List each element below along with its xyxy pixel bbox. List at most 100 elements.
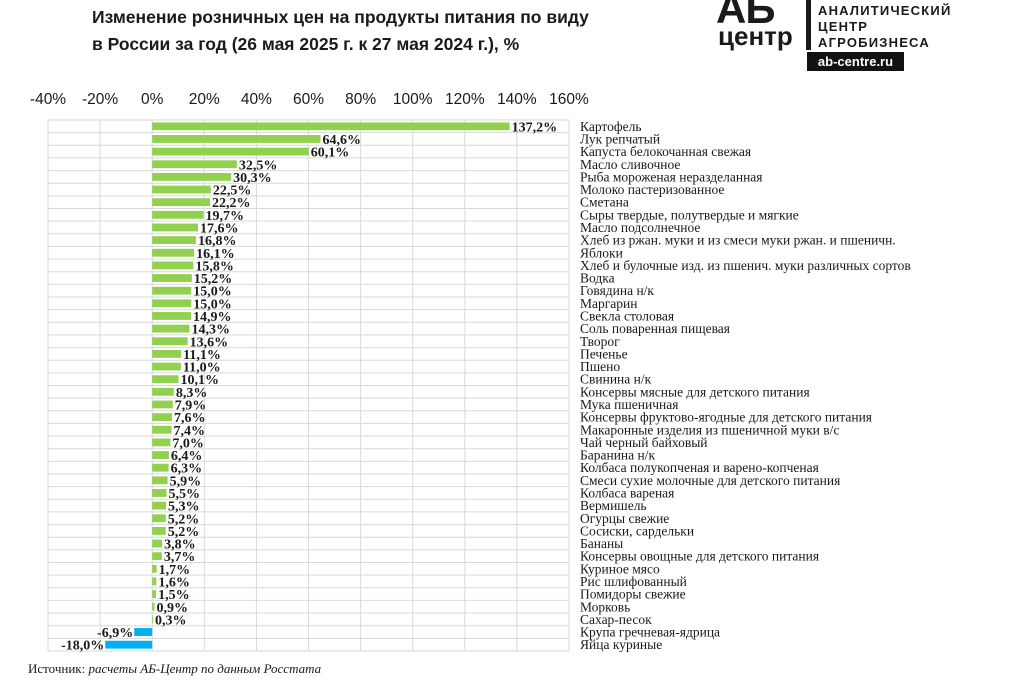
bar	[152, 147, 309, 156]
category-label: Яйца куриные	[580, 637, 662, 652]
bar	[152, 425, 172, 434]
bar	[152, 526, 166, 535]
category-label: Свекла столовая	[580, 308, 674, 323]
bar	[152, 223, 199, 232]
category-label: Пшено	[580, 359, 620, 374]
data-label: 22,5%	[213, 184, 252, 199]
data-label: 11,1%	[183, 348, 221, 363]
data-label: 5,2%	[168, 525, 200, 540]
source-note: Источник: расчеты АБ-Центр по данным Рос…	[28, 661, 321, 677]
bar	[152, 615, 153, 624]
category-label: Колбаса полукопченая и варено-копченая	[580, 460, 819, 475]
category-label: Крупа гречневая-ядрица	[580, 625, 720, 640]
data-label: 5,2%	[168, 512, 200, 527]
data-label: 17,6%	[200, 221, 239, 236]
data-label: 0,9%	[157, 601, 189, 616]
data-label: 3,8%	[164, 538, 196, 553]
category-label: Чай черный байховый	[580, 435, 708, 450]
bar	[152, 210, 204, 219]
bar	[152, 375, 179, 384]
x-tick-label: 0%	[141, 91, 164, 108]
bar	[152, 476, 168, 485]
x-tick-label: -40%	[30, 91, 66, 108]
bar	[152, 489, 167, 497]
data-label: 5,3%	[168, 500, 200, 515]
category-label: Масло сливочное	[580, 157, 680, 172]
bar	[152, 387, 174, 396]
data-label: 14,9%	[193, 310, 232, 325]
bar	[152, 135, 321, 143]
bar	[152, 248, 195, 257]
bar	[105, 640, 153, 649]
bar	[152, 514, 166, 523]
data-label: 16,1%	[196, 247, 235, 262]
x-tick-label: 40%	[241, 91, 272, 108]
logo-url: ab-centre.ru	[807, 52, 904, 71]
category-label: Консервы мясные для детского питания	[580, 384, 810, 399]
bar	[152, 400, 173, 409]
category-label: Капуста белокочанная свежая	[580, 144, 751, 159]
category-label: Соль поваренная пищевая	[580, 321, 730, 336]
data-label: 10,1%	[181, 373, 220, 388]
bar	[152, 552, 162, 561]
bar	[152, 451, 169, 459]
data-label: 137,2%	[512, 120, 557, 135]
data-label: 32,5%	[239, 158, 277, 173]
x-tick-label: 20%	[189, 91, 220, 108]
category-label: Рыба мороженая неразделанная	[580, 169, 763, 184]
chart-title: Изменение розничных цен на продукты пита…	[92, 4, 692, 58]
ab-centre-logo: АБ центр АНАЛИТИЧЕСКИЙ ЦЕНТР АГРОБИЗНЕСА…	[716, 0, 966, 74]
data-label: 16,8%	[198, 234, 237, 249]
bar	[152, 577, 157, 586]
bar	[152, 337, 188, 346]
logo-text-line-1: АНАЛИТИЧЕСКИЙ	[818, 3, 952, 18]
category-label: Молоко пастеризованное	[580, 182, 724, 197]
data-label: 11,0%	[183, 361, 221, 376]
category-label: Яблоки	[580, 245, 623, 260]
x-tick-label: 60%	[293, 91, 324, 108]
data-label: 64,6%	[322, 133, 361, 148]
category-label: Вермишель	[580, 498, 647, 513]
bar	[152, 413, 172, 422]
category-label: Хлеб из ржан. муки и из смеси муки ржан.…	[580, 233, 896, 248]
data-label: 1,7%	[159, 563, 191, 578]
data-label: 22,2%	[212, 196, 251, 211]
category-label: Мука пшеничная	[580, 397, 678, 412]
category-label: Лук репчатый	[580, 131, 660, 146]
bar	[152, 185, 211, 194]
x-tick-label: 80%	[345, 91, 376, 108]
data-label: -6,9%	[97, 626, 133, 641]
bar	[152, 299, 192, 308]
bar	[152, 286, 192, 295]
bar	[152, 312, 192, 320]
x-tick-label: 140%	[497, 91, 537, 108]
chart-title-line-1: Изменение розничных цен на продукты пита…	[92, 7, 589, 27]
category-label: Куриное мясо	[580, 561, 660, 576]
bar	[152, 349, 182, 358]
bar	[152, 160, 237, 169]
data-label: 7,4%	[173, 424, 205, 439]
data-label: 15,0%	[193, 285, 232, 300]
category-label: Творог	[580, 334, 620, 349]
bar	[152, 602, 155, 611]
category-label: Водка	[580, 271, 615, 286]
bar	[152, 539, 163, 548]
data-label: 60,1%	[311, 146, 350, 161]
bar	[152, 463, 169, 472]
data-label: 15,0%	[193, 297, 232, 312]
category-label: Свинина н/к	[580, 372, 652, 387]
bar	[152, 172, 232, 181]
category-label: Колбаса вареная	[580, 485, 674, 500]
data-label: 7,0%	[172, 436, 204, 451]
bar	[152, 274, 192, 282]
category-label: Морковь	[580, 599, 630, 614]
source-text: расчеты АБ-Центр по данным Росстата	[88, 661, 322, 676]
bar	[152, 362, 181, 371]
category-label: Бананы	[580, 536, 623, 551]
x-tick-label: -20%	[82, 91, 118, 108]
data-label: 6,4%	[171, 449, 203, 464]
category-label: Масло подсолнечное	[580, 220, 700, 235]
category-label: Помидоры свежие	[580, 587, 686, 602]
data-label: 6,3%	[171, 462, 203, 477]
